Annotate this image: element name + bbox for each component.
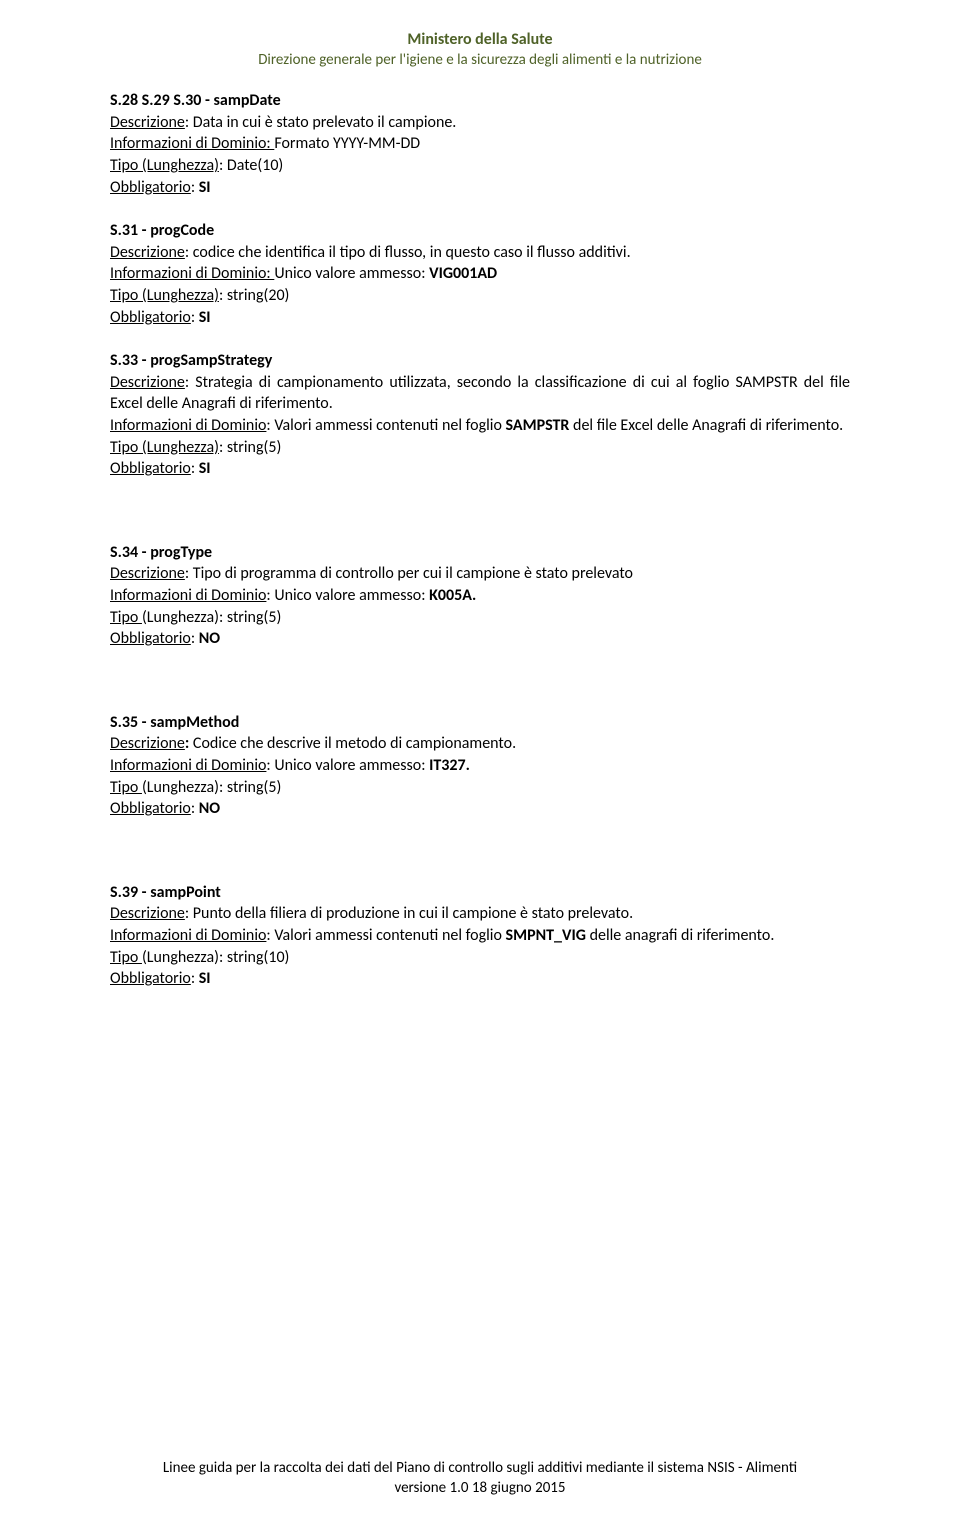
s39-desc: Descrizione: Punto della filiera di prod… bbox=[110, 903, 850, 925]
s33-obbl: Obbligatorio: SI bbox=[110, 458, 850, 480]
s39-info: Informazioni di Dominio: Valori ammessi … bbox=[110, 925, 850, 947]
page-header: Ministero della Salute Direzione general… bbox=[110, 30, 850, 70]
s39-tipo: Tipo (Lunghezza): string(10) bbox=[110, 947, 850, 969]
s34-info: Informazioni di Dominio: Unico valore am… bbox=[110, 585, 850, 607]
footer-line2: versione 1.0 18 giugno 2015 bbox=[0, 1479, 960, 1499]
s33-info: Informazioni di Dominio: Valori ammessi … bbox=[110, 415, 850, 437]
s35-obbl: Obbligatorio: NO bbox=[110, 798, 850, 820]
section-s35: S.35 - sampMethod Descrizione: Codice ch… bbox=[110, 712, 850, 820]
s34-tipo: Tipo (Lunghezza): string(5) bbox=[110, 607, 850, 629]
s31-desc: Descrizione: codice che identifica il ti… bbox=[110, 242, 850, 264]
s34-title: S.34 - progType bbox=[110, 542, 850, 564]
s31-tipo: Tipo (Lunghezza): string(20) bbox=[110, 285, 850, 307]
s31-obbl: Obbligatorio: SI bbox=[110, 307, 850, 329]
footer-line1: Linee guida per la raccolta dei dati del… bbox=[0, 1459, 960, 1479]
header-subtitle: Direzione generale per l'igiene e la sic… bbox=[110, 51, 850, 71]
s35-title: S.35 - sampMethod bbox=[110, 712, 850, 734]
s35-desc: Descrizione: Codice che descrive il meto… bbox=[110, 733, 850, 755]
s31-title: S.31 - progCode bbox=[110, 220, 850, 242]
s28-tipo: Tipo (Lunghezza): Date(10) bbox=[110, 155, 850, 177]
s28-desc: Descrizione: Data in cui è stato preleva… bbox=[110, 112, 850, 134]
section-s28: S.28 S.29 S.30 - sampDate Descrizione: D… bbox=[110, 90, 850, 198]
section-s33: S.33 - progSampStrategy Descrizione: Str… bbox=[110, 350, 850, 480]
s34-obbl: Obbligatorio: NO bbox=[110, 628, 850, 650]
s35-tipo: Tipo (Lunghezza): string(5) bbox=[110, 777, 850, 799]
s39-title: S.39 - sampPoint bbox=[110, 882, 850, 904]
s31-info: Informazioni di Dominio: Unico valore am… bbox=[110, 263, 850, 285]
header-title: Ministero della Salute bbox=[110, 30, 850, 51]
section-s39: S.39 - sampPoint Descrizione: Punto dell… bbox=[110, 882, 850, 990]
s34-desc: Descrizione: Tipo di programma di contro… bbox=[110, 563, 850, 585]
s35-info: Informazioni di Dominio: Unico valore am… bbox=[110, 755, 850, 777]
s28-title: S.28 S.29 S.30 - sampDate bbox=[110, 90, 850, 112]
s33-tipo: Tipo (Lunghezza): string(5) bbox=[110, 437, 850, 459]
section-s34: S.34 - progType Descrizione: Tipo di pro… bbox=[110, 542, 850, 650]
s33-title: S.33 - progSampStrategy bbox=[110, 350, 850, 372]
s33-desc: Descrizione: Strategia di campionamento … bbox=[110, 372, 850, 415]
s28-obbl: Obbligatorio: SI bbox=[110, 177, 850, 199]
page-footer: Linee guida per la raccolta dei dati del… bbox=[0, 1459, 960, 1498]
section-s31: S.31 - progCode Descrizione: codice che … bbox=[110, 220, 850, 328]
s39-obbl: Obbligatorio: SI bbox=[110, 968, 850, 990]
s28-info: Informazioni di Dominio: Formato YYYY-MM… bbox=[110, 133, 850, 155]
